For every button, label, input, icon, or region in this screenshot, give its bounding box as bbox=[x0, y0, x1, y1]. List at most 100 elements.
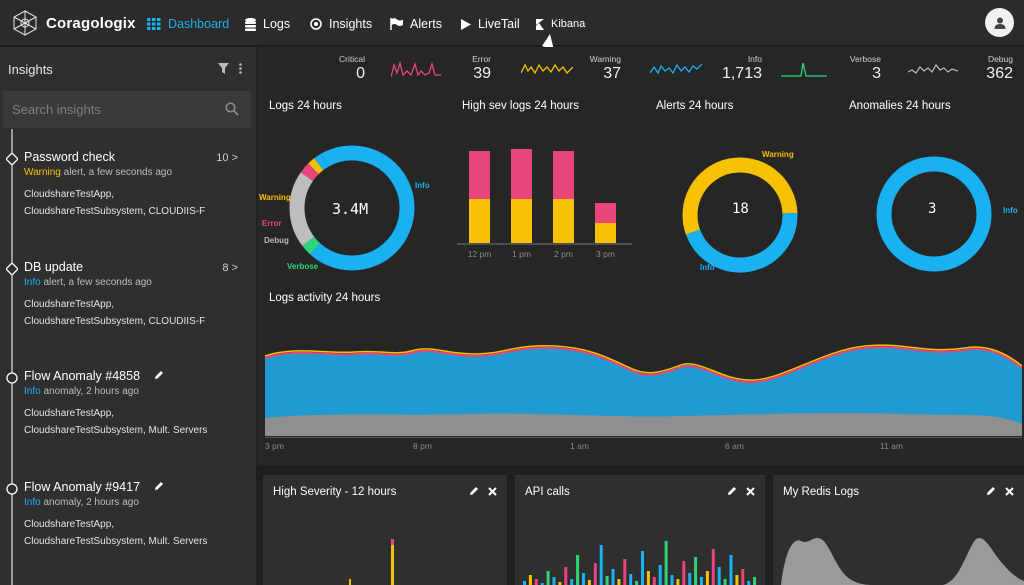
coralogix-logo[interactable]: Coragologix bbox=[10, 8, 136, 38]
api-mini-bar bbox=[747, 581, 751, 585]
api-mini-bar bbox=[688, 573, 692, 585]
close-icon[interactable] bbox=[746, 486, 755, 496]
alerts-24h-donut[interactable] bbox=[680, 155, 800, 275]
insights-timeline bbox=[11, 129, 13, 585]
sidebar-title: Insights bbox=[8, 62, 53, 77]
edit-pencil-icon[interactable] bbox=[154, 370, 164, 380]
insight-subtitle: Info alert, a few seconds ago bbox=[24, 277, 152, 288]
circle-marker-icon bbox=[6, 483, 18, 495]
bar-warning bbox=[469, 199, 490, 243]
bar-warning bbox=[595, 223, 616, 243]
bar-category-label: 2 pm bbox=[554, 249, 573, 259]
api-mini-bar bbox=[552, 577, 556, 585]
donut-label-warning: Warning bbox=[259, 193, 291, 202]
nav-livetail[interactable]: LiveTail bbox=[461, 14, 520, 34]
nav-logs[interactable]: Logs bbox=[245, 14, 290, 34]
api-mini-bar bbox=[540, 583, 544, 585]
stat-debug[interactable]: Debug 362 bbox=[957, 47, 1013, 88]
api-mini-bar bbox=[605, 576, 609, 585]
nav-insights[interactable]: Insights bbox=[310, 14, 372, 34]
edit-pencil-icon[interactable] bbox=[986, 486, 996, 496]
insight-count[interactable]: 8 > bbox=[222, 262, 238, 274]
api-mini-bar bbox=[564, 567, 568, 585]
insight-app: CloudshareTestApp, bbox=[24, 519, 115, 530]
nav-kibana[interactable]: Kibana bbox=[536, 14, 585, 34]
stat-value: 3 bbox=[872, 65, 881, 82]
logs-activity-title: Logs activity 24 hours bbox=[269, 292, 381, 304]
bar-category-label: 3 pm bbox=[596, 249, 615, 259]
insight-level: Info bbox=[24, 386, 41, 397]
more-menu-icon[interactable] bbox=[239, 61, 242, 79]
donut-slice-info bbox=[876, 156, 992, 272]
api-mini-bar bbox=[593, 563, 597, 585]
api-mini-bar bbox=[646, 571, 650, 585]
insight-time: anomaly, 2 hours ago bbox=[40, 497, 139, 508]
donut-slice-debug bbox=[289, 172, 315, 246]
dashboard-main: Logs 24 hours 3.4M Warning Error Debug V… bbox=[257, 88, 1024, 465]
logs-24h-donut[interactable] bbox=[287, 143, 417, 273]
stat-info[interactable]: Info 1,713 bbox=[707, 47, 762, 88]
insight-subtitle: Info anomaly, 2 hours ago bbox=[24, 497, 139, 508]
stat-value: 362 bbox=[986, 65, 1013, 82]
donut-label-info: Info bbox=[415, 181, 430, 190]
user-avatar[interactable] bbox=[985, 8, 1014, 37]
bar-warning bbox=[553, 199, 574, 243]
donut-slice-info bbox=[314, 153, 329, 171]
activity-tick: 3 pm bbox=[265, 441, 284, 451]
api-mini-bar bbox=[717, 567, 721, 585]
widget-redis-logs: My Redis Logs bbox=[773, 475, 1024, 585]
bar-category-label: 1 pm bbox=[512, 249, 531, 259]
close-icon[interactable] bbox=[488, 486, 497, 496]
nav-alerts[interactable]: Alerts bbox=[390, 14, 442, 34]
search-insights-input[interactable] bbox=[3, 91, 213, 128]
stat-value: 37 bbox=[603, 65, 621, 82]
diamond-marker-icon bbox=[6, 263, 18, 275]
stat-label: Warning bbox=[589, 54, 621, 64]
nav-alerts-label: Alerts bbox=[410, 17, 442, 31]
severity-stats-bar: Critical 0 Error 39 Warning 37 Info 1,71… bbox=[257, 47, 1024, 88]
search-icon[interactable] bbox=[225, 102, 239, 121]
stat-critical[interactable]: Critical 0 bbox=[317, 47, 365, 88]
api-mini-bar bbox=[753, 577, 757, 585]
user-icon bbox=[994, 17, 1005, 29]
insight-subsystem: CloudshareTestSubsystem, CLOUDIIS-F bbox=[24, 316, 206, 327]
stat-label: Verbose bbox=[849, 54, 881, 64]
insight-title: Flow Anomaly #4858 bbox=[24, 369, 141, 383]
logs-activity-area-chart[interactable] bbox=[265, 328, 1022, 438]
bar-error bbox=[511, 149, 532, 199]
donut-label-warning: Warning bbox=[762, 150, 794, 159]
insights-sidebar: Insights Password check 10 > Warning ale… bbox=[0, 47, 256, 585]
api-mini-bar bbox=[611, 569, 615, 585]
highsev-24h-title: High sev logs 24 hours bbox=[462, 100, 579, 112]
close-icon[interactable] bbox=[1005, 486, 1014, 496]
donut-label-info: Info bbox=[700, 263, 715, 272]
error-sparkline bbox=[391, 60, 441, 78]
donut-slice-warning bbox=[682, 157, 798, 235]
nav-kibana-label: Kibana bbox=[551, 18, 586, 30]
bar-error bbox=[553, 151, 574, 199]
edit-pencil-icon[interactable] bbox=[727, 486, 737, 496]
redis-logs-mini-chart bbox=[781, 537, 1024, 585]
edit-pencil-icon[interactable] bbox=[469, 486, 479, 496]
database-icon bbox=[245, 17, 256, 31]
insight-count[interactable]: 10 > bbox=[216, 152, 238, 164]
insight-time: alert, a few seconds ago bbox=[60, 167, 173, 178]
nav-dashboard[interactable]: Dashboard bbox=[147, 14, 229, 34]
stat-label: Info bbox=[747, 54, 762, 64]
stat-verbose[interactable]: Verbose 3 bbox=[837, 47, 881, 88]
anomalies-24h-donut[interactable] bbox=[873, 153, 995, 275]
edit-pencil-icon[interactable] bbox=[154, 481, 164, 491]
donut-slice-info bbox=[685, 213, 798, 273]
alerts-24h-total: 18 bbox=[732, 201, 749, 217]
api-mini-bar bbox=[570, 579, 574, 585]
anomalies-24h-total: 3 bbox=[928, 201, 937, 217]
api-mini-bar bbox=[587, 580, 591, 585]
insight-level: Info bbox=[24, 497, 41, 508]
highsev-bar-chart[interactable]: 12 pm 1 pm 2 pm 3 pm bbox=[457, 143, 632, 268]
api-mini-bar bbox=[623, 559, 627, 585]
api-mini-bar bbox=[705, 571, 709, 585]
filter-icon[interactable] bbox=[218, 61, 229, 79]
bar-error bbox=[595, 203, 616, 223]
stat-error[interactable]: Error 39 bbox=[447, 47, 491, 88]
stat-warning[interactable]: Warning 37 bbox=[577, 47, 621, 88]
